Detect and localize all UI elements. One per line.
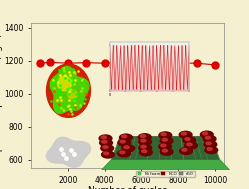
Circle shape xyxy=(101,145,114,152)
Circle shape xyxy=(159,143,172,150)
Circle shape xyxy=(138,134,151,141)
Y-axis label: Specific Capacitance (Fg⁻¹): Specific Capacitance (Fg⁻¹) xyxy=(0,34,3,157)
Circle shape xyxy=(142,150,147,153)
Circle shape xyxy=(185,138,190,140)
Circle shape xyxy=(139,138,151,145)
Polygon shape xyxy=(50,66,89,113)
Circle shape xyxy=(179,131,192,138)
Circle shape xyxy=(187,143,192,146)
Circle shape xyxy=(204,141,217,148)
Circle shape xyxy=(140,135,146,137)
Circle shape xyxy=(162,138,167,141)
Circle shape xyxy=(181,132,187,135)
X-axis label: Number of cycles: Number of cycles xyxy=(88,186,167,189)
Polygon shape xyxy=(102,159,230,170)
Polygon shape xyxy=(47,64,90,117)
Circle shape xyxy=(122,135,127,138)
Circle shape xyxy=(101,136,106,139)
Circle shape xyxy=(180,148,192,154)
Polygon shape xyxy=(46,137,91,167)
Circle shape xyxy=(160,148,173,155)
Circle shape xyxy=(118,150,130,157)
Circle shape xyxy=(207,148,212,150)
Circle shape xyxy=(120,151,125,154)
Circle shape xyxy=(205,147,218,153)
Circle shape xyxy=(100,139,112,146)
Circle shape xyxy=(99,135,112,142)
Circle shape xyxy=(139,149,152,156)
Circle shape xyxy=(104,152,109,155)
Polygon shape xyxy=(58,76,71,91)
Circle shape xyxy=(161,144,166,147)
Circle shape xyxy=(120,140,125,143)
Circle shape xyxy=(124,146,129,149)
Circle shape xyxy=(102,140,107,143)
Circle shape xyxy=(203,136,216,142)
Circle shape xyxy=(202,132,208,135)
Circle shape xyxy=(183,137,196,144)
Circle shape xyxy=(141,145,146,148)
Circle shape xyxy=(160,137,173,144)
Circle shape xyxy=(118,139,131,146)
Circle shape xyxy=(205,136,210,139)
Circle shape xyxy=(200,131,213,138)
Circle shape xyxy=(161,133,166,136)
Legend: Ni foam, NCO, rGO: Ni foam, NCO, rGO xyxy=(136,170,195,177)
Circle shape xyxy=(103,146,108,149)
Circle shape xyxy=(120,134,132,141)
Polygon shape xyxy=(112,136,220,159)
Circle shape xyxy=(185,142,197,149)
Circle shape xyxy=(162,149,168,152)
Polygon shape xyxy=(68,90,77,99)
Circle shape xyxy=(139,144,152,151)
Circle shape xyxy=(102,151,114,158)
Circle shape xyxy=(206,142,211,145)
Circle shape xyxy=(159,132,172,139)
Circle shape xyxy=(141,139,146,142)
Circle shape xyxy=(182,149,187,151)
Circle shape xyxy=(122,145,135,152)
